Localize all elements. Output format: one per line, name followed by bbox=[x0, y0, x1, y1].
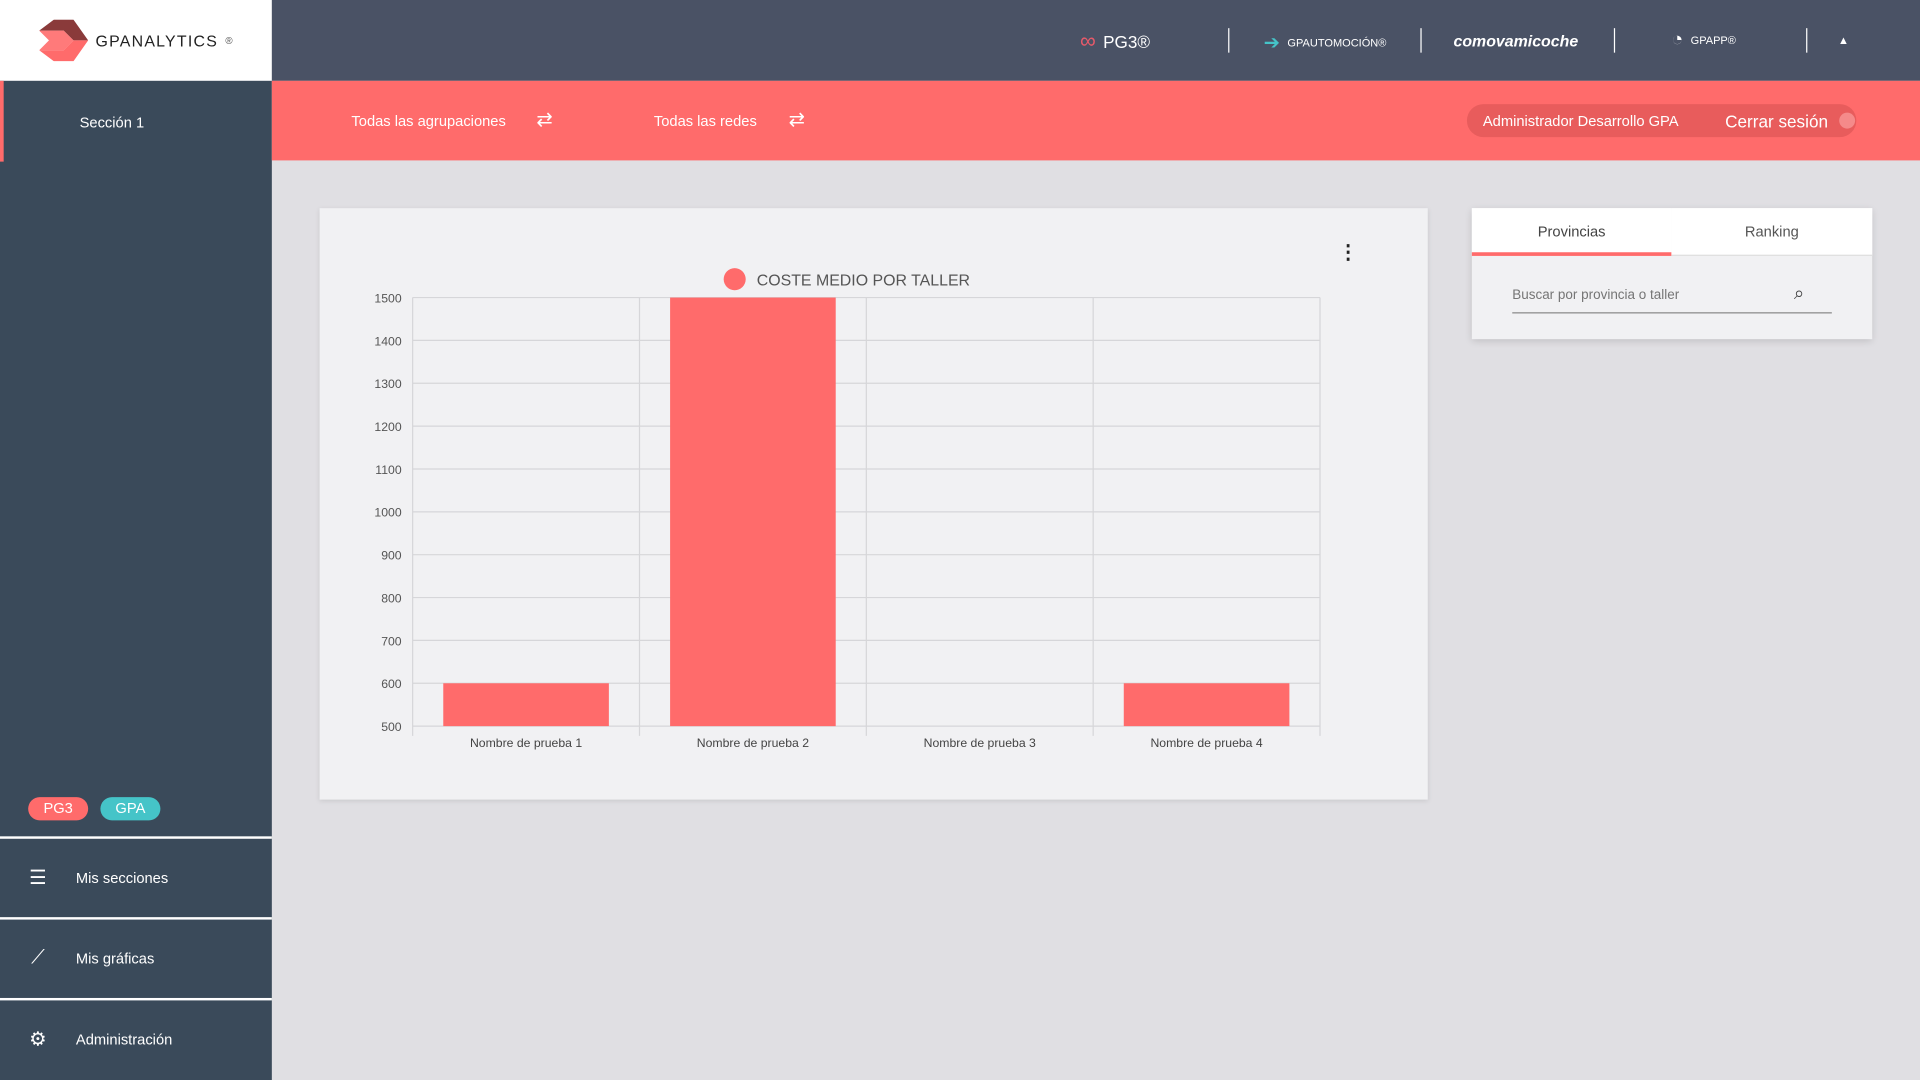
sidebar-item-administracion[interactable]: ⚙ Administración bbox=[0, 997, 272, 1079]
search-icon[interactable]: ⌕ bbox=[1793, 282, 1805, 304]
chart-card: ⋮ 500 600 700 800 900 1000 1100 1200 1300 1400 150… bbox=[319, 208, 1428, 800]
swap-groups-icon[interactable]: ⇄ bbox=[536, 110, 553, 132]
y-tick-label: 600 bbox=[381, 677, 402, 691]
tab-ranking[interactable]: Ranking bbox=[1671, 208, 1873, 256]
x-tick-label: Nombre de prueba 1 bbox=[470, 736, 582, 750]
trend-icon: ⟋ bbox=[31, 947, 45, 969]
sidebar-item-mis-graficas[interactable]: ⟋ Mis gráficas bbox=[0, 917, 272, 998]
swap-networks-icon[interactable]: ⇄ bbox=[788, 110, 805, 132]
x-tick-label: Nombre de prueba 3 bbox=[924, 736, 1036, 750]
y-tick-label: 700 bbox=[381, 634, 402, 648]
search-panel: Provincias Ranking ⌕ bbox=[1471, 208, 1873, 340]
brand-pg3[interactable]: ∞ PG3® bbox=[1080, 28, 1151, 53]
bar bbox=[670, 297, 836, 727]
y-tick-label: 800 bbox=[381, 591, 402, 605]
user-chip: Administrador Desarrollo GPA Cerrar sesi… bbox=[1466, 104, 1857, 138]
infinity-icon: ∞ bbox=[1080, 28, 1096, 53]
logo-text: GPANALYTICS bbox=[95, 31, 219, 50]
search-input[interactable] bbox=[1512, 277, 1832, 314]
top-bar: ∞ PG3® ➔ GPAUTOMOCIÓN® comovamicoche ◔ GPAP… bbox=[271, 0, 1920, 81]
menu-icon: ☰ bbox=[29, 868, 47, 889]
legend-swatch bbox=[723, 268, 746, 291]
groups-filter[interactable]: Todas las agrupaciones bbox=[351, 112, 506, 130]
y-tick-label: 1000 bbox=[374, 506, 401, 520]
sidebar: Sección 1 bbox=[0, 80, 272, 1080]
sidebar-item-section-1[interactable]: Sección 1 bbox=[0, 80, 272, 162]
gpapp-icon: ◔ bbox=[1671, 29, 1684, 51]
chart-title: COSTE MEDIO POR TALLER bbox=[757, 272, 970, 289]
bar-chart: 500 600 700 800 900 1000 1100 1200 1300 1400 1500 N… bbox=[374, 268, 1321, 750]
y-tick-label: 1200 bbox=[374, 420, 401, 434]
tag-pg3[interactable]: PG3 bbox=[28, 797, 89, 821]
arrow-logo-icon: ➔ bbox=[1263, 33, 1281, 54]
brand-gpautomocion[interactable]: ➔ GPAUTOMOCIÓN® bbox=[1264, 31, 1387, 55]
app-logo[interactable]: GPANALYTICS ® bbox=[0, 0, 272, 81]
y-tick-label: 500 bbox=[381, 720, 402, 734]
filter-bar: Todas las agrupaciones ⇄ Todas las redes… bbox=[271, 80, 1920, 161]
networks-filter[interactable]: Todas las redes bbox=[653, 112, 757, 130]
y-tick-label: 1400 bbox=[374, 334, 401, 348]
registered-mark: ® bbox=[225, 34, 233, 46]
y-tick-label: 1500 bbox=[374, 291, 401, 305]
logout-button[interactable]: Cerrar sesión bbox=[1725, 110, 1829, 131]
bar bbox=[443, 683, 609, 727]
y-tick-label: 1300 bbox=[374, 377, 401, 391]
sidebar-item-mis-secciones[interactable]: ☰ Mis secciones bbox=[0, 836, 272, 917]
x-tick-label: Nombre de prueba 4 bbox=[1150, 736, 1262, 750]
close-icon[interactable] bbox=[1839, 112, 1855, 129]
y-tick-label: 900 bbox=[381, 549, 402, 563]
brand-comovamicoche[interactable]: comovamicoche bbox=[1453, 31, 1579, 51]
user-name: Administrador Desarrollo GPA bbox=[1482, 112, 1679, 130]
bar bbox=[1123, 683, 1290, 727]
tab-provincias[interactable]: Provincias bbox=[1471, 208, 1672, 256]
x-tick-label: Nombre de prueba 2 bbox=[697, 736, 809, 750]
y-tick-label: 1100 bbox=[375, 463, 402, 477]
tag-gpa[interactable]: GPA bbox=[100, 797, 161, 821]
collapse-caret-icon[interactable]: ▲ bbox=[1837, 34, 1849, 47]
brand-gpapp[interactable]: ◔ GPAPP® bbox=[1671, 29, 1736, 51]
gpa-logo-icon bbox=[39, 19, 89, 62]
gear-icon: ⚙ bbox=[29, 1029, 47, 1051]
